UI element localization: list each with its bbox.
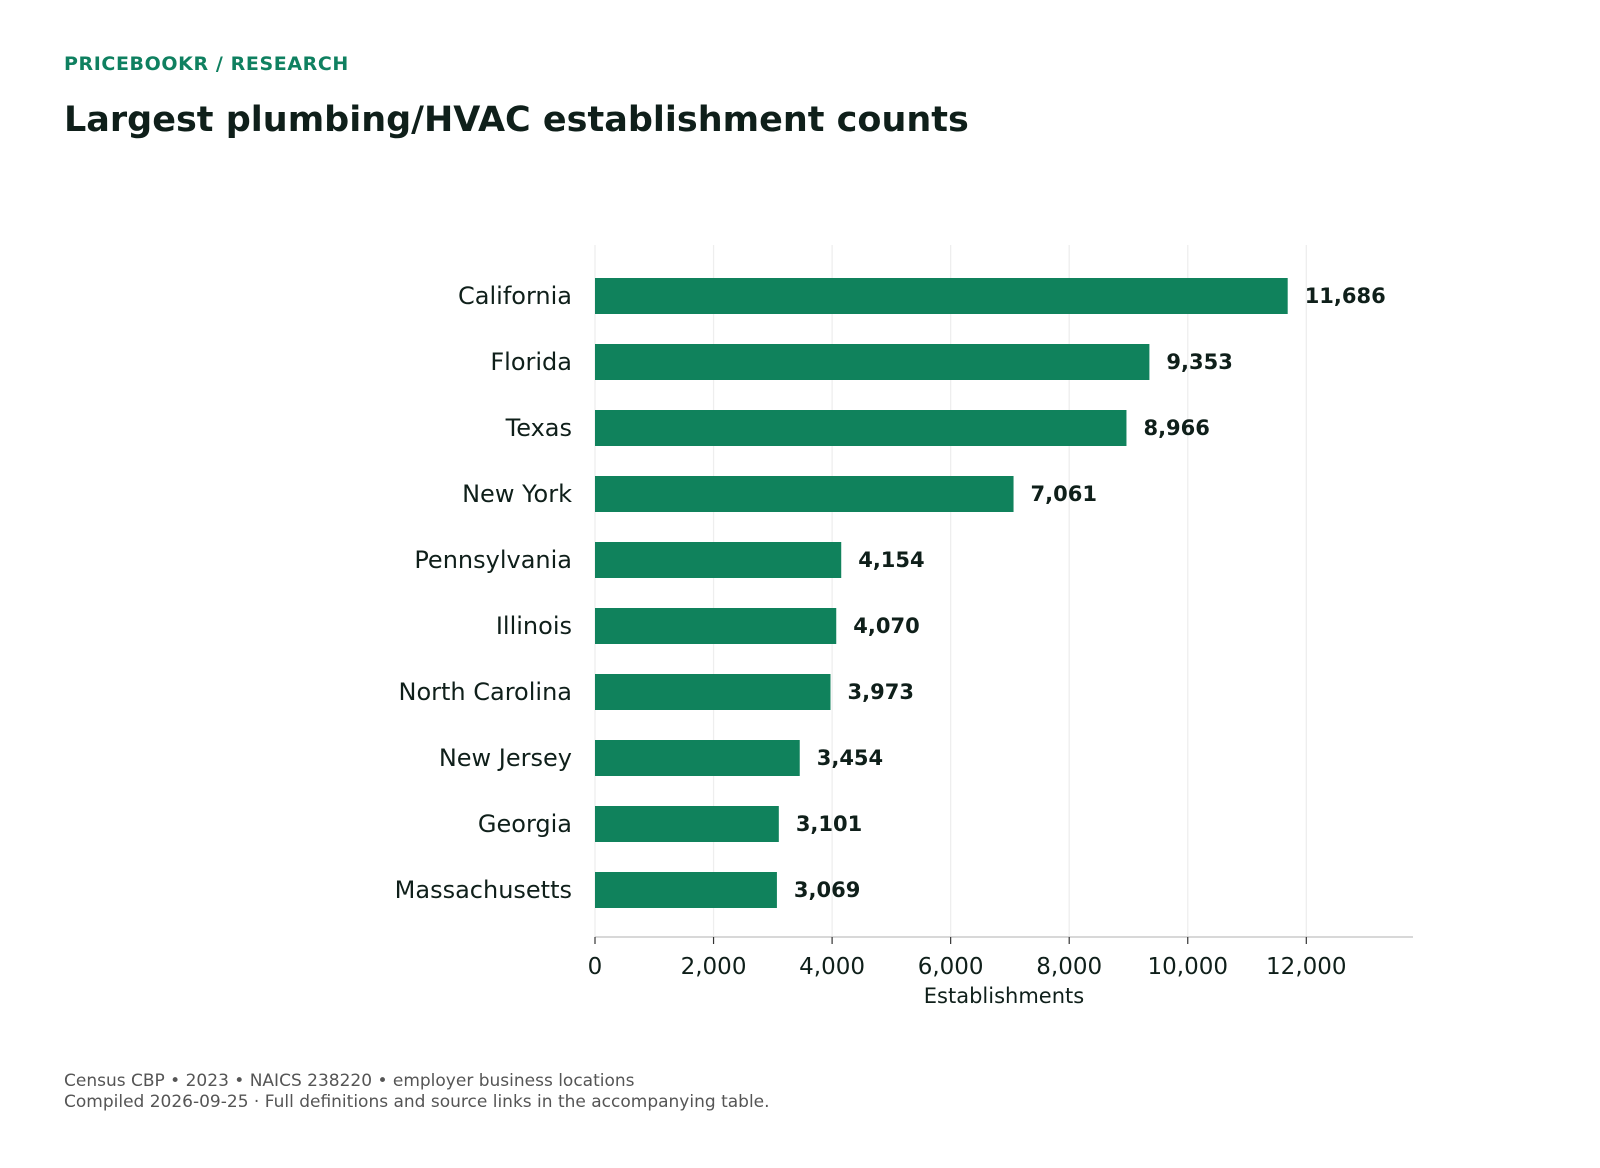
category-label: Georgia bbox=[478, 810, 572, 838]
bars bbox=[595, 278, 1288, 908]
category-label: Massachusetts bbox=[395, 876, 572, 904]
bar-illinois bbox=[595, 608, 837, 644]
bar-pennsylvania bbox=[595, 542, 842, 578]
data-label: 3,973 bbox=[848, 680, 914, 704]
data-label: 3,101 bbox=[796, 812, 862, 836]
bar-north-carolina bbox=[595, 674, 831, 710]
bar-california bbox=[595, 278, 1288, 314]
source-line-1: Census CBP • 2023 • NAICS 238220 • emplo… bbox=[64, 1071, 635, 1091]
category-label: Illinois bbox=[496, 612, 572, 640]
bar-florida bbox=[595, 344, 1150, 380]
data-label: 4,154 bbox=[858, 548, 924, 572]
x-tick-label: 8,000 bbox=[1036, 954, 1102, 980]
data-label: 4,070 bbox=[853, 614, 919, 638]
x-tick-label: 12,000 bbox=[1266, 954, 1346, 980]
chart-title: Largest plumbing/HVAC establishment coun… bbox=[64, 100, 969, 140]
category-label: New York bbox=[462, 480, 572, 508]
category-label: Texas bbox=[505, 414, 572, 442]
data-label: 9,353 bbox=[1166, 350, 1232, 374]
source-note: Census CBP • 2023 • NAICS 238220 • emplo… bbox=[64, 1071, 770, 1113]
category-label: North Carolina bbox=[399, 678, 573, 706]
x-tick-label: 2,000 bbox=[681, 954, 747, 980]
value-labels: 11,686 9,353 8,966 7,061 4,154 4,070 3,973 3,45… bbox=[794, 284, 1386, 902]
source-line-2: Compiled 2026-09-25 · Full definitions a… bbox=[64, 1092, 770, 1112]
x-axis-label: Establishments bbox=[924, 984, 1084, 1008]
x-tick-label: 4,000 bbox=[799, 954, 865, 980]
x-tick-label: 10,000 bbox=[1148, 954, 1228, 980]
category-labels: California Florida Texas New York Pennsylvan… bbox=[395, 282, 572, 904]
x-tick-label: 6,000 bbox=[918, 954, 984, 980]
x-axis-ticks: 0 2,000 4,000 6,000 8,000 10,000 12,000 bbox=[588, 937, 1347, 980]
data-label: 3,454 bbox=[817, 746, 883, 770]
category-label: California bbox=[458, 282, 572, 310]
data-label: 7,061 bbox=[1031, 482, 1097, 506]
data-label: 8,966 bbox=[1143, 416, 1209, 440]
category-label: Pennsylvania bbox=[414, 546, 572, 574]
bar-georgia bbox=[595, 806, 779, 842]
data-label: 11,686 bbox=[1305, 284, 1386, 308]
data-label: 3,069 bbox=[794, 878, 860, 902]
category-label: Florida bbox=[490, 348, 572, 376]
bar-massachusetts bbox=[595, 872, 777, 908]
eyebrow-label: PRICEBOOKR / RESEARCH bbox=[64, 53, 349, 75]
x-tick-label: 0 bbox=[588, 954, 603, 980]
category-label: New Jersey bbox=[439, 744, 572, 772]
bar-new-jersey bbox=[595, 740, 800, 776]
bar-new-york bbox=[595, 476, 1014, 512]
bar-texas bbox=[595, 410, 1127, 446]
